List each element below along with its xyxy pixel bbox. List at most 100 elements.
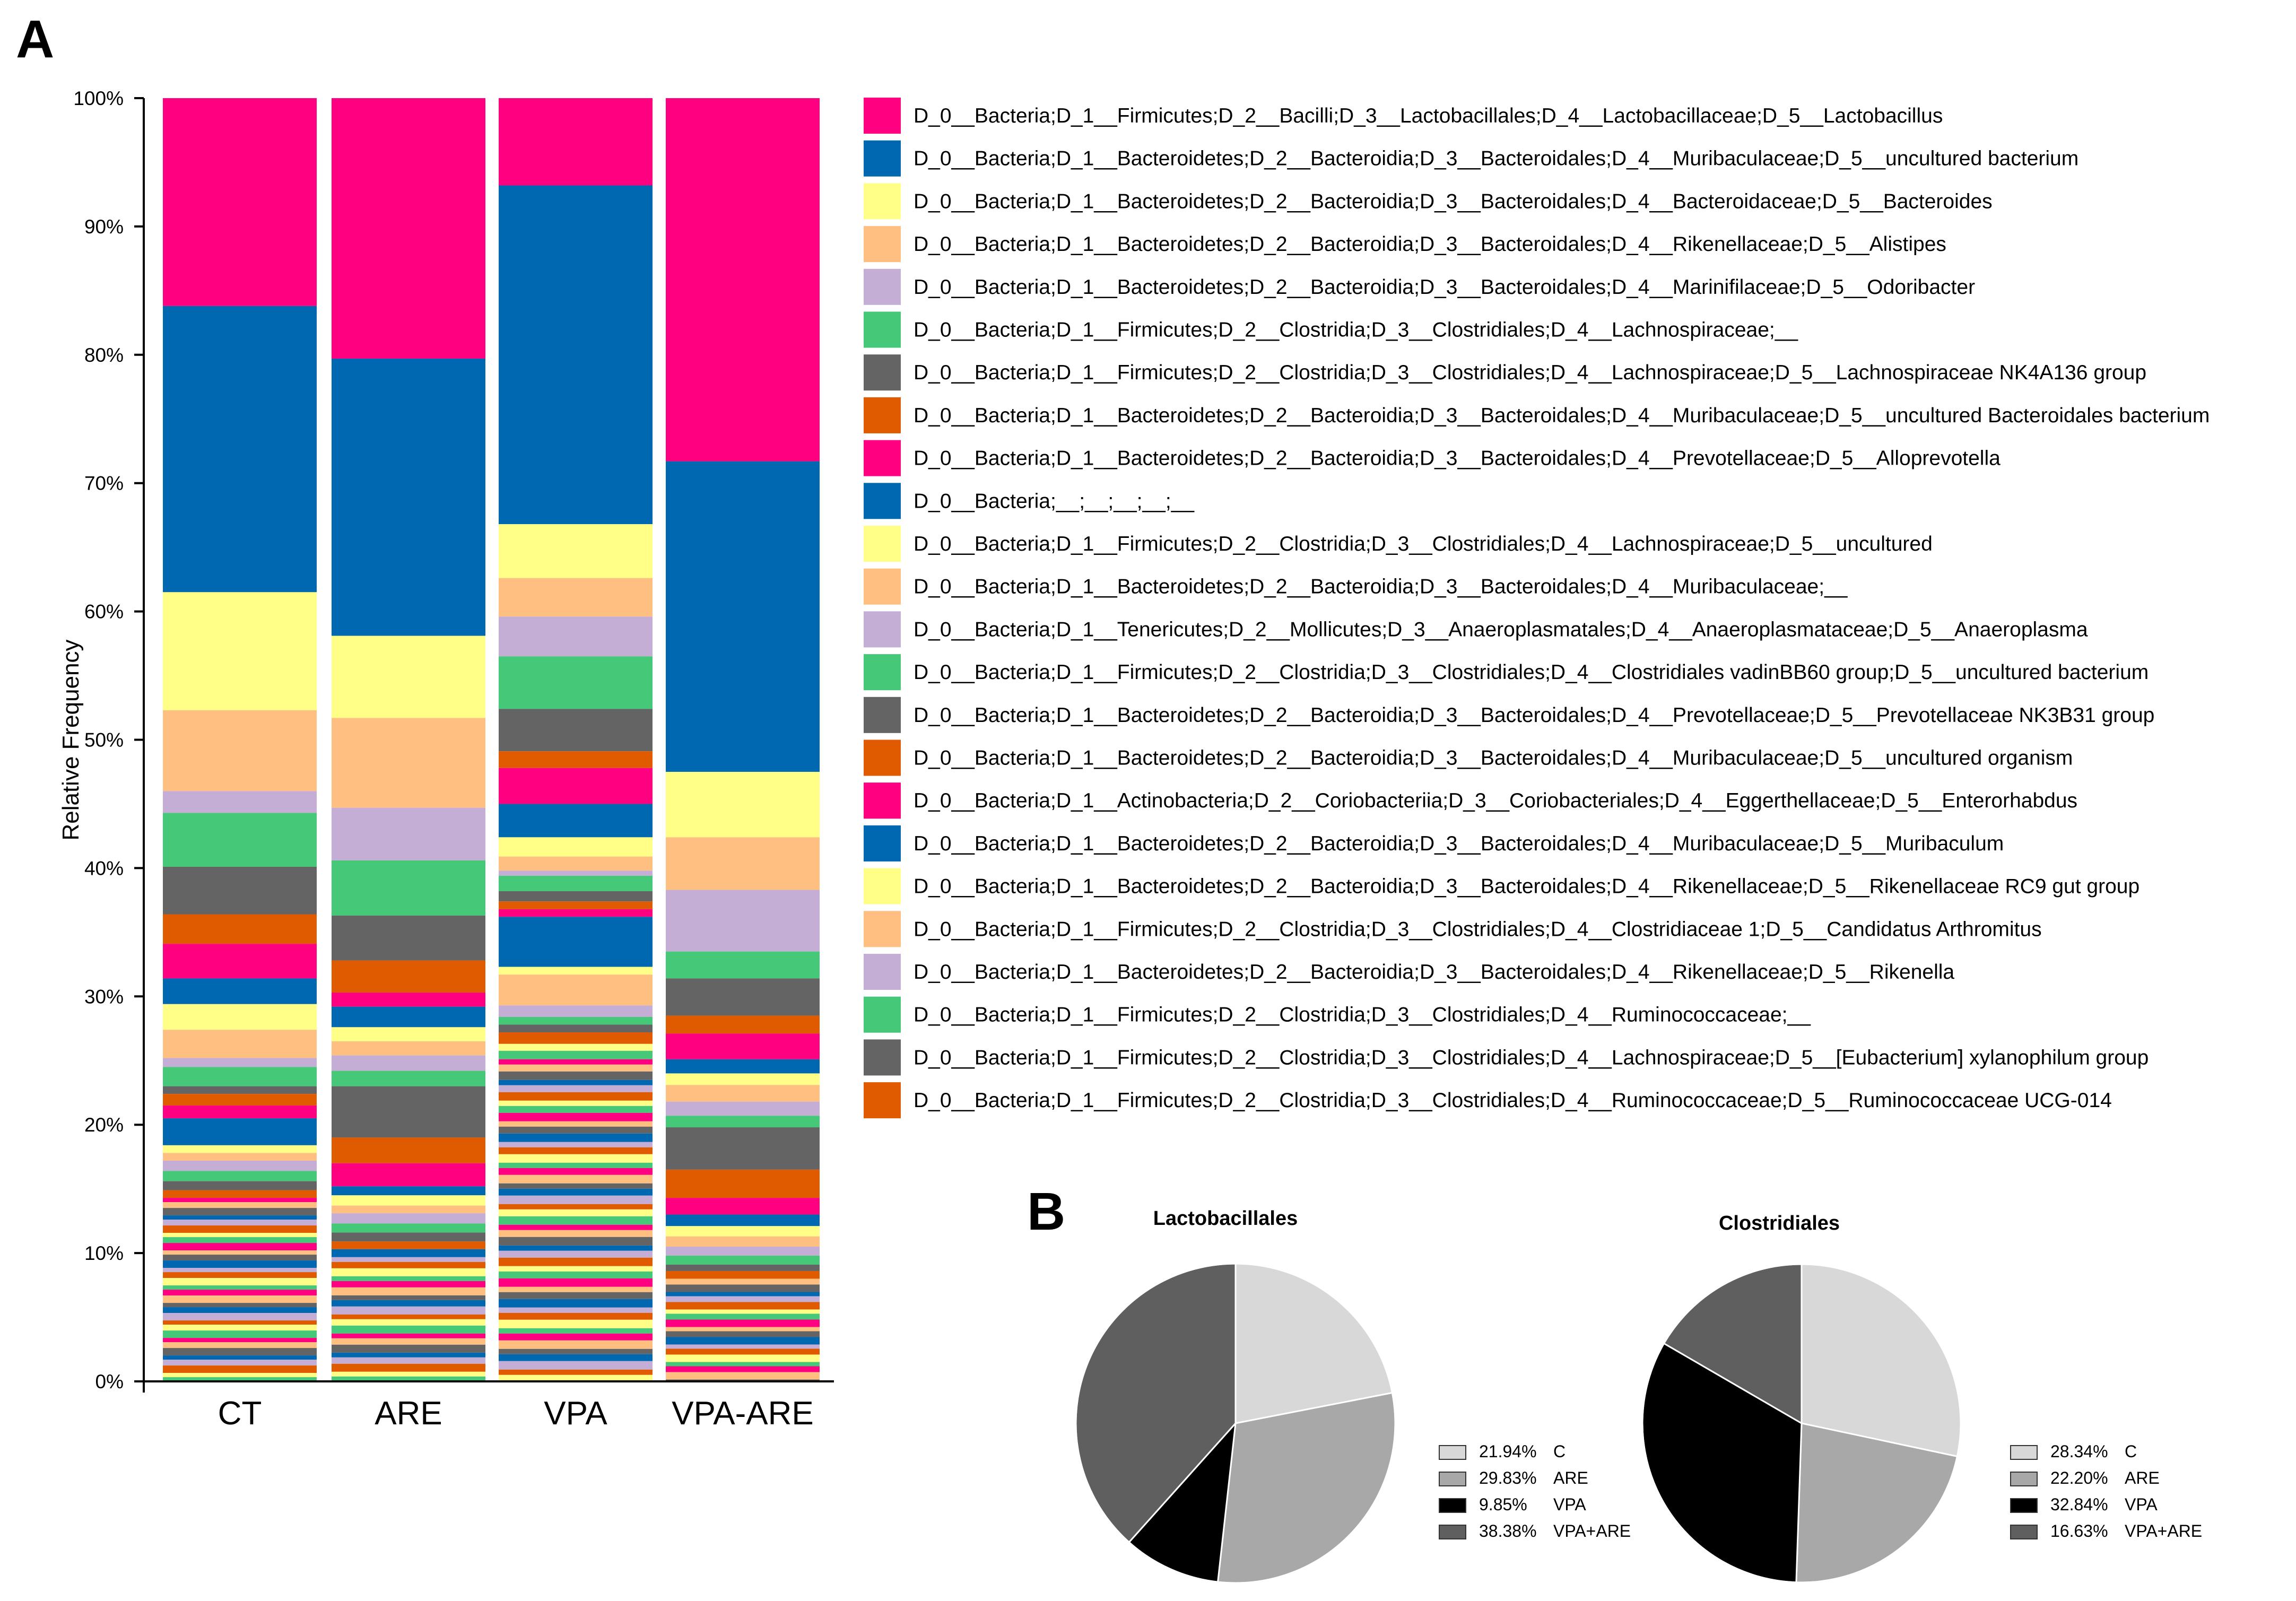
bar-segment	[163, 791, 317, 813]
minor-taxon-segment	[332, 1371, 485, 1377]
minor-taxon-segment	[499, 1142, 653, 1147]
minor-taxon-segment	[163, 1377, 317, 1381]
bar-segment	[163, 1086, 317, 1094]
panel-a-letter: A	[16, 10, 54, 69]
bar-segment	[332, 1232, 485, 1242]
legend-swatch	[864, 183, 901, 220]
bar-segment	[666, 1255, 820, 1265]
bar-stack-vpa	[499, 98, 653, 1381]
minor-taxon-segment	[499, 1354, 653, 1361]
minor-taxon-segment	[499, 1043, 653, 1051]
x-category-label: CT	[218, 1395, 262, 1432]
minor-taxon-segment	[499, 1085, 653, 1092]
y-tick-label: 70%	[84, 473, 124, 494]
bar-segment	[332, 1006, 485, 1028]
legend-label: D_0__Bacteria;D_1__Actinobacteria;D_2__C…	[914, 789, 2077, 812]
bar-segment	[163, 98, 317, 306]
minor-taxon-segment	[499, 1286, 653, 1292]
bar-segment	[666, 771, 820, 838]
bar-segment	[163, 710, 317, 791]
bar-segment	[163, 1105, 317, 1119]
y-tick-label: 60%	[84, 601, 124, 623]
minor-taxon-segment	[499, 1050, 653, 1059]
legend-swatch	[864, 568, 901, 605]
bar-segment	[163, 813, 317, 867]
bar-segment	[499, 837, 653, 857]
bar-segment	[163, 1181, 317, 1190]
minor-taxon-segment	[499, 1195, 653, 1204]
pie-legend-label: VPA	[2125, 1495, 2158, 1514]
bar-segment	[499, 578, 653, 617]
pie-slice-are	[1216, 1391, 1396, 1584]
legend-swatch	[864, 483, 901, 519]
minor-taxon-segment	[666, 1278, 820, 1285]
bar-segment	[666, 890, 820, 952]
bar-segment	[499, 768, 653, 804]
y-tick-label: 90%	[84, 216, 124, 238]
legend-swatch	[864, 1082, 901, 1119]
bar-segment	[332, 1137, 485, 1163]
pie-legend-label: VPA+ARE	[1553, 1521, 1631, 1541]
bar-segment	[332, 1195, 485, 1206]
bar-segment	[163, 1171, 317, 1181]
minor-taxon-segment	[499, 1369, 653, 1375]
bar-segment	[666, 1015, 820, 1034]
bar-segment	[666, 1127, 820, 1170]
minor-taxon-segment	[499, 1092, 653, 1101]
bar-segment	[163, 1067, 317, 1086]
legend-label: D_0__Bacteria;D_1__Firmicutes;D_2__Clost…	[914, 1089, 2112, 1112]
bar-segment	[332, 1186, 485, 1196]
bar-segment	[499, 856, 653, 871]
bar-segment	[332, 860, 485, 916]
legend-label: D_0__Bacteria;D_1__Firmicutes;D_2__Clost…	[914, 319, 1798, 342]
bar-segment	[332, 1041, 485, 1056]
pie-title-lactobacillales: Lactobacillales	[1153, 1207, 1298, 1230]
minor-taxon-segment	[499, 1340, 653, 1349]
minor-taxon-segment	[499, 1121, 653, 1127]
minor-taxon-segment	[499, 1080, 653, 1085]
minor-taxon-segment	[163, 1307, 317, 1313]
bar-segment	[332, 1163, 485, 1187]
bar-segment	[332, 960, 485, 993]
minor-taxon-segment	[163, 1208, 317, 1216]
minor-taxon-segment	[666, 1302, 820, 1310]
bar-stack-vpa-are	[666, 98, 820, 1381]
bar-segment	[666, 98, 820, 462]
minor-taxon-segment	[332, 1249, 485, 1257]
legend-label: D_0__Bacteria;D_1__Firmicutes;D_2__Clost…	[914, 1046, 2149, 1069]
minor-taxon-segment	[163, 1360, 317, 1366]
bar-segment	[666, 1033, 820, 1059]
pie-legend-swatch	[2010, 1445, 2038, 1460]
minor-taxon-segment	[332, 1287, 485, 1295]
minor-taxon-segment	[499, 1278, 653, 1287]
minor-taxon-segment	[332, 1333, 485, 1338]
minor-taxon-segment	[499, 1168, 653, 1175]
minor-taxon-segment	[163, 1355, 317, 1360]
minor-taxon-segment	[499, 1183, 653, 1189]
bar-segment	[163, 1094, 317, 1106]
minor-taxon-segment	[499, 1312, 653, 1320]
bar-segment	[666, 1271, 820, 1279]
bar-segment	[666, 1085, 820, 1102]
minor-taxon-segment	[163, 1268, 317, 1273]
bar-segment	[499, 709, 653, 752]
minor-taxon-segment	[499, 1333, 653, 1341]
bar-segment	[666, 837, 820, 890]
minor-taxon-segment	[332, 1363, 485, 1372]
minor-taxon-segment	[499, 1374, 653, 1381]
minor-taxon-segment	[666, 1284, 820, 1292]
legend-label: D_0__Bacteria;D_1__Bacteroidetes;D_2__Ba…	[914, 875, 2140, 898]
legend-label: D_0__Bacteria;D_1__Bacteroidetes;D_2__Ba…	[914, 576, 1848, 598]
minor-taxon-segment	[332, 1300, 485, 1307]
bar-segment	[332, 359, 485, 636]
minor-taxon-segment	[499, 1245, 653, 1251]
minor-taxon-segment	[332, 1276, 485, 1281]
bar-segment	[666, 978, 820, 1016]
bar-segment	[332, 993, 485, 1007]
minor-taxon-segment	[666, 1309, 820, 1314]
legend-swatch	[864, 996, 901, 1033]
legend-label: D_0__Bacteria;D_1__Firmicutes;D_2__Clost…	[914, 1004, 1811, 1026]
legend-swatch	[864, 654, 901, 691]
pie-outline	[1075, 1263, 1396, 1584]
bar-segment	[499, 1005, 653, 1017]
